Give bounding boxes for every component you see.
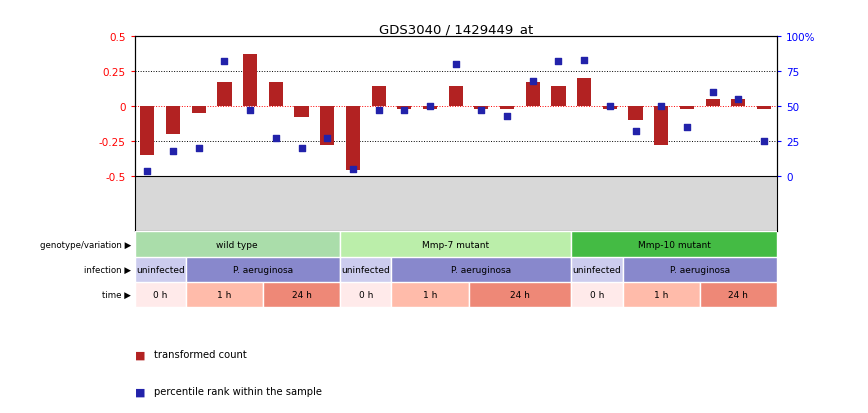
Text: infection ▶: infection ▶ — [84, 265, 131, 274]
Point — [526, 78, 540, 85]
Point — [166, 148, 180, 154]
Text: wild type: wild type — [216, 240, 258, 249]
Point — [269, 135, 283, 142]
Bar — [135, 232, 340, 257]
Text: P. aeruginosa: P. aeruginosa — [451, 265, 511, 274]
Bar — [469, 282, 571, 308]
Text: Mmp-10 mutant: Mmp-10 mutant — [638, 240, 711, 249]
Point — [732, 97, 746, 103]
Text: 1 h: 1 h — [654, 291, 668, 299]
Bar — [500, 107, 514, 109]
Bar — [243, 55, 257, 107]
Bar — [217, 83, 232, 107]
Point — [372, 107, 385, 114]
Bar — [622, 257, 777, 282]
Bar — [186, 282, 263, 308]
Text: time ▶: time ▶ — [102, 291, 131, 299]
Point — [680, 124, 694, 131]
Bar — [345, 107, 360, 171]
Text: genotype/variation ▶: genotype/variation ▶ — [40, 240, 131, 249]
Point — [628, 128, 642, 135]
Text: 1 h: 1 h — [217, 291, 232, 299]
Point — [654, 103, 668, 110]
Bar — [731, 100, 746, 107]
Bar — [135, 257, 186, 282]
Text: percentile rank within the sample: percentile rank within the sample — [154, 387, 322, 396]
Text: 24 h: 24 h — [292, 291, 312, 299]
Bar — [186, 257, 340, 282]
Bar — [166, 107, 181, 135]
Bar — [340, 257, 391, 282]
Point — [551, 59, 565, 66]
Text: P. aeruginosa: P. aeruginosa — [233, 265, 293, 274]
Text: 24 h: 24 h — [510, 291, 529, 299]
Point — [218, 59, 232, 66]
Bar — [372, 87, 385, 107]
Text: uninfected: uninfected — [573, 265, 621, 274]
Bar — [700, 282, 777, 308]
Text: Mmp-7 mutant: Mmp-7 mutant — [422, 240, 490, 249]
Bar — [571, 232, 777, 257]
Text: 1 h: 1 h — [423, 291, 437, 299]
Point — [603, 103, 617, 110]
Bar — [474, 107, 489, 109]
Text: 0 h: 0 h — [590, 291, 604, 299]
Text: transformed count: transformed count — [154, 349, 247, 359]
Text: ■: ■ — [135, 349, 145, 359]
Point — [500, 113, 514, 120]
Bar — [571, 257, 622, 282]
Bar — [192, 107, 206, 114]
Bar — [294, 107, 309, 118]
Bar — [423, 107, 437, 109]
Point — [423, 103, 437, 110]
Point — [346, 166, 360, 173]
Point — [243, 107, 257, 114]
Bar — [551, 87, 566, 107]
Bar — [340, 232, 571, 257]
Point — [449, 62, 463, 68]
Bar — [269, 83, 283, 107]
Point — [475, 107, 489, 114]
Bar — [706, 100, 720, 107]
Bar — [391, 257, 571, 282]
Bar — [398, 107, 411, 109]
Point — [577, 57, 591, 64]
Point — [706, 90, 720, 96]
Text: uninfected: uninfected — [136, 265, 185, 274]
Text: 0 h: 0 h — [358, 291, 373, 299]
Text: 24 h: 24 h — [728, 291, 748, 299]
Text: P. aeruginosa: P. aeruginosa — [670, 265, 730, 274]
Bar — [622, 282, 700, 308]
Bar — [141, 107, 155, 155]
Bar — [391, 282, 469, 308]
Bar — [526, 83, 540, 107]
Text: ■: ■ — [135, 387, 145, 396]
Point — [141, 169, 155, 176]
Bar — [680, 107, 694, 109]
Bar — [757, 107, 771, 109]
Bar — [263, 282, 340, 308]
Text: uninfected: uninfected — [341, 265, 390, 274]
Bar — [577, 79, 591, 107]
Text: 0 h: 0 h — [153, 291, 168, 299]
Point — [294, 145, 308, 152]
Bar — [654, 107, 668, 146]
Point — [398, 107, 411, 114]
Bar — [135, 282, 186, 308]
Bar — [571, 282, 622, 308]
Title: GDS3040 / 1429449_at: GDS3040 / 1429449_at — [378, 23, 533, 36]
Point — [320, 135, 334, 142]
Bar — [320, 107, 334, 146]
Bar — [340, 282, 391, 308]
Bar — [449, 87, 463, 107]
Bar — [602, 107, 617, 109]
Bar — [628, 107, 642, 121]
Point — [192, 145, 206, 152]
Point — [757, 138, 771, 145]
